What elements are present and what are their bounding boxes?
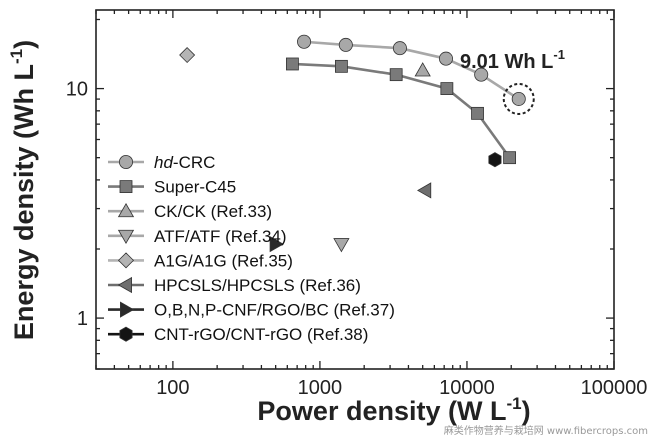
watermark-text: 麻类作物营养与栽培网 www.fibercrops.com	[444, 424, 648, 437]
data-point	[503, 151, 517, 165]
legend: hd-CRC Super-C45 CK/CK (Ref.33) ATF/ATF (Re…	[108, 153, 395, 344]
y-axis-title: Energy density (Wh L-1)	[7, 40, 39, 340]
series-hd-crc	[297, 34, 526, 106]
data-point	[338, 37, 353, 52]
series-cnt-rgo-cnt-rgo-ref-38	[488, 152, 502, 168]
legend-item: CK/CK (Ref.33)	[108, 202, 272, 221]
legend-item: Super-C45	[108, 178, 236, 197]
x-axis-title: Power density (W L-1)	[257, 394, 530, 426]
data-point	[335, 59, 348, 73]
data-point	[488, 152, 502, 168]
legend-marker	[117, 276, 132, 294]
data-point	[179, 47, 196, 64]
legend-label: hd-CRC	[154, 153, 215, 172]
legend-item: O,B,N,P-CNF/RGO/BC (Ref.37)	[108, 301, 395, 320]
legend-marker	[120, 301, 135, 318]
data-point	[297, 34, 312, 49]
legend-item: ATF/ATF (Ref.34)	[108, 227, 287, 246]
annotation-label: 9.01 Wh L-1	[460, 47, 565, 73]
data-point	[438, 51, 453, 66]
legend-label: CNT-rGO/CNT-rGO (Ref.38)	[154, 325, 368, 344]
series-a1g-a1g-ref-35	[179, 47, 196, 64]
legend-marker	[117, 202, 135, 218]
legend-label-rest: -CRC	[173, 153, 216, 172]
y-tick-label: 1	[77, 308, 88, 330]
data-point	[333, 238, 350, 253]
data-point	[440, 82, 454, 95]
series-ck-ck-ref-33	[414, 62, 431, 77]
highlight-ring	[502, 82, 535, 115]
series-super-c45	[286, 57, 517, 165]
data-point	[414, 62, 431, 77]
legend-item: hd-CRC	[108, 153, 215, 172]
x-tick-label: 100	[156, 377, 189, 399]
legend-marker	[119, 180, 133, 194]
legend-label: O,B,N,P-CNF/RGO/BC (Ref.37)	[154, 301, 395, 320]
legend-label-italic: hd	[154, 153, 173, 172]
y-tick-label: 10	[66, 79, 88, 101]
legend-marker	[119, 154, 134, 169]
data-point	[392, 41, 407, 56]
legend-marker	[117, 252, 135, 269]
annotation: 9.01 Wh L-1	[460, 47, 565, 115]
axis-ticks: 100 1000 10000 100000 1 10	[66, 10, 648, 399]
data-point	[416, 182, 432, 199]
data-point	[471, 106, 484, 120]
series-hpcsls-hpcsls-ref-36	[416, 182, 432, 199]
data-point	[269, 236, 284, 253]
series-atf-atf-ref-34	[333, 238, 350, 253]
legend-item: CNT-rGO/CNT-rGO (Ref.38)	[108, 325, 368, 344]
series-line	[292, 62, 511, 159]
plot-frame	[95, 9, 615, 370]
x-tick-label: 10000	[439, 377, 495, 399]
series-layer	[179, 34, 526, 253]
legend-marker	[117, 229, 135, 245]
legend-label: CK/CK (Ref.33)	[154, 202, 272, 221]
legend-marker	[119, 326, 133, 342]
x-tick-label: 1000	[298, 377, 343, 399]
data-point	[474, 67, 489, 82]
legend-label: HPCSLS/HPCSLS (Ref.36)	[154, 276, 361, 295]
data-point	[389, 68, 403, 82]
data-point	[511, 91, 526, 106]
legend-label: ATF/ATF (Ref.34)	[154, 227, 287, 246]
legend-item: HPCSLS/HPCSLS (Ref.36)	[108, 276, 361, 295]
legend-label: Super-C45	[154, 178, 236, 197]
legend-label: A1G/A1G (Ref.35)	[154, 251, 293, 270]
series-o-b-n-p-cnf-rgo-bc-ref-37	[269, 236, 284, 253]
data-point	[286, 57, 299, 71]
legend-item: A1G/A1G (Ref.35)	[108, 251, 293, 270]
x-tick-label: 100000	[581, 377, 648, 399]
